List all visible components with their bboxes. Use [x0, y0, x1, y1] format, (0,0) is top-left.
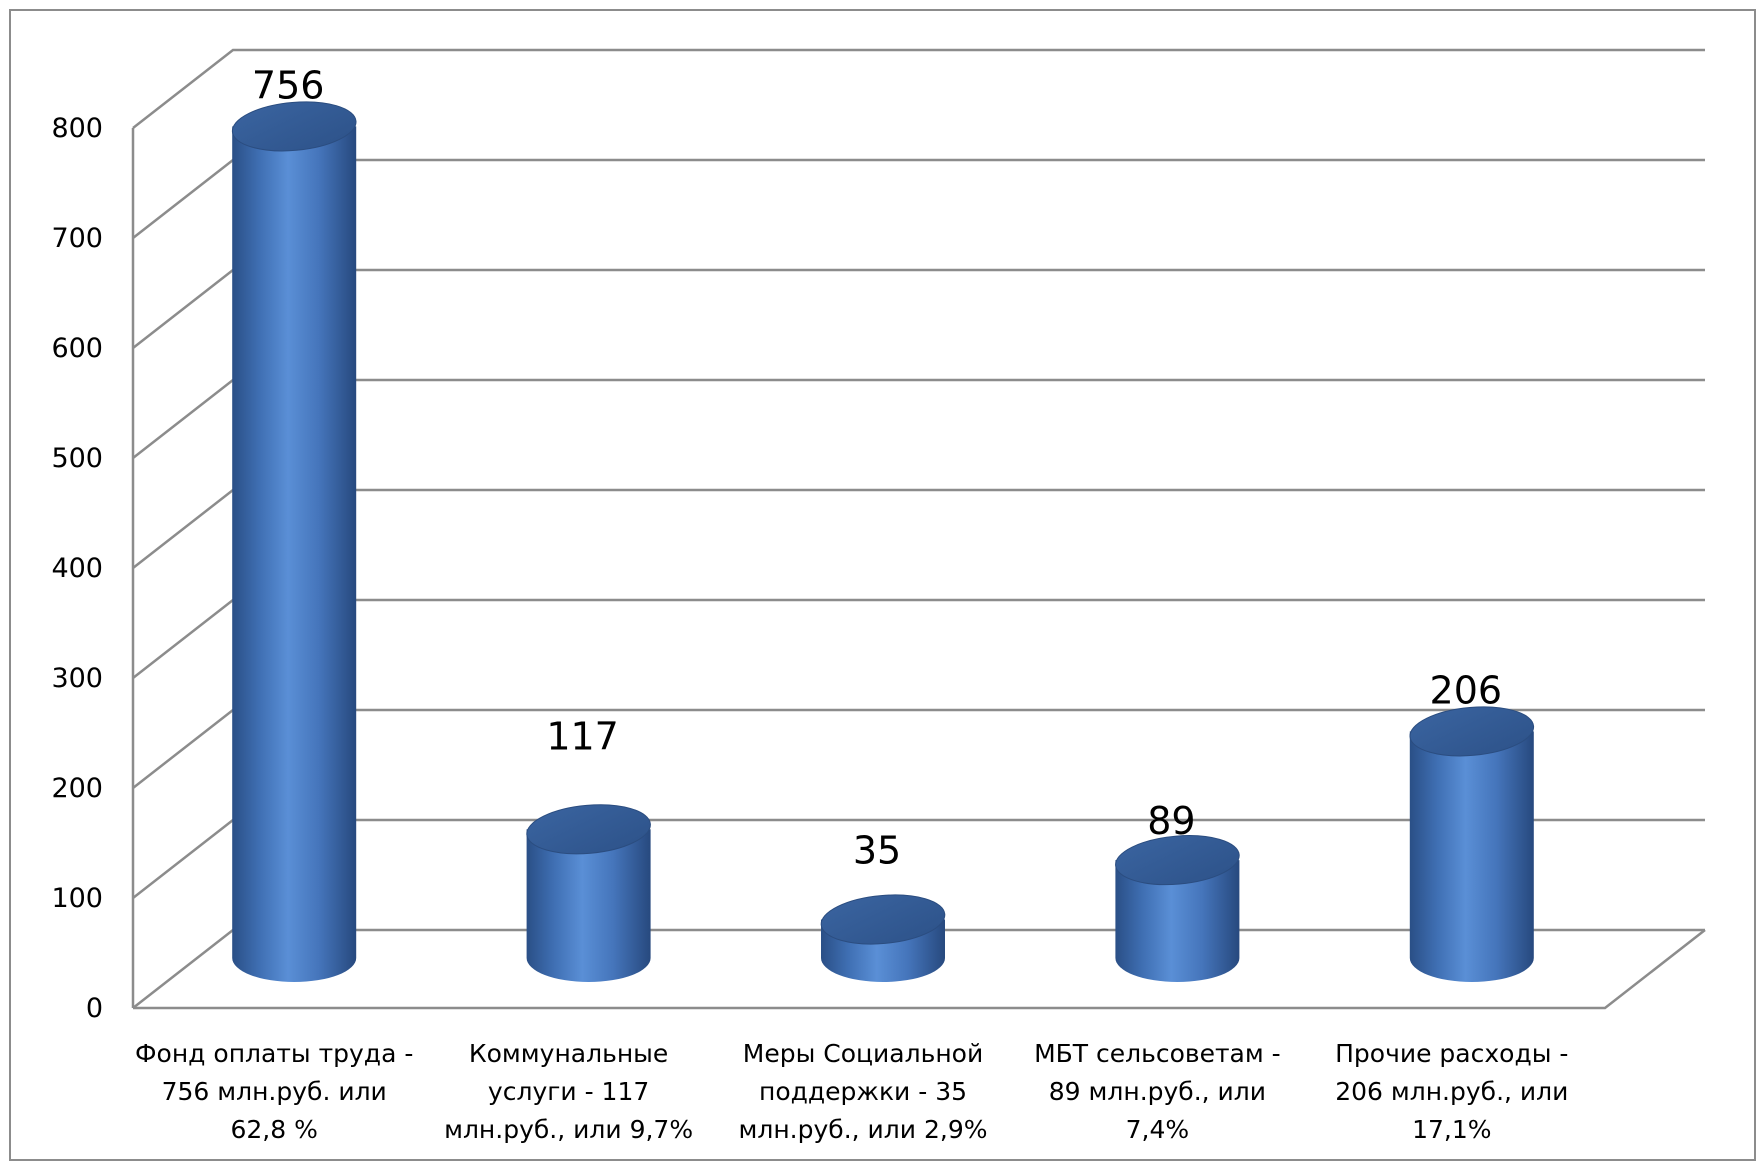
y-tick-label: 600 [51, 333, 103, 364]
bar-top [1409, 706, 1535, 757]
category-label: МБТ сельсоветам -89 млн.руб., или 7,4% [1034, 1039, 1281, 1144]
gridline [132, 48, 1705, 129]
floor-edge [133, 929, 1706, 1010]
data-label: 117 [546, 714, 619, 758]
bar-body [1409, 731, 1534, 982]
y-tick-label: 100 [51, 883, 103, 914]
bar [1115, 835, 1240, 982]
category-label: Прочие расходы -206 млн.руб., или 17,1% [1335, 1039, 1568, 1144]
bar [526, 804, 651, 982]
bar-top [1115, 835, 1240, 886]
bar-top [231, 101, 357, 152]
data-label: 206 [1430, 668, 1503, 712]
y-tick-label: 400 [51, 553, 103, 584]
category-label: Фонд оплаты труда -756 млн.руб. или 62,8 … [135, 1039, 413, 1144]
bar-body [526, 829, 651, 982]
bar [820, 894, 946, 982]
bar-top [526, 804, 651, 855]
data-label: 35 [853, 829, 901, 873]
bar [1409, 706, 1535, 982]
category-label: Меры Социальной поддержки - 35 млн.руб., и… [739, 1039, 988, 1144]
y-tick-label: 500 [51, 443, 103, 474]
bar [231, 101, 357, 982]
data-label: 756 [252, 63, 325, 107]
y-tick-label: 700 [51, 223, 103, 254]
y-tick-label: 0 [86, 993, 103, 1024]
y-tick-label: 200 [51, 773, 103, 804]
category-label: Коммунальные услуги - 117 млн.руб., или 9,… [444, 1039, 693, 1144]
y-tick-label: 300 [51, 663, 103, 694]
bar-body [1115, 860, 1240, 982]
y-tick-label: 800 [51, 113, 103, 144]
data-label: 89 [1147, 799, 1195, 843]
bar-body [232, 126, 357, 982]
bar-top [820, 894, 946, 945]
